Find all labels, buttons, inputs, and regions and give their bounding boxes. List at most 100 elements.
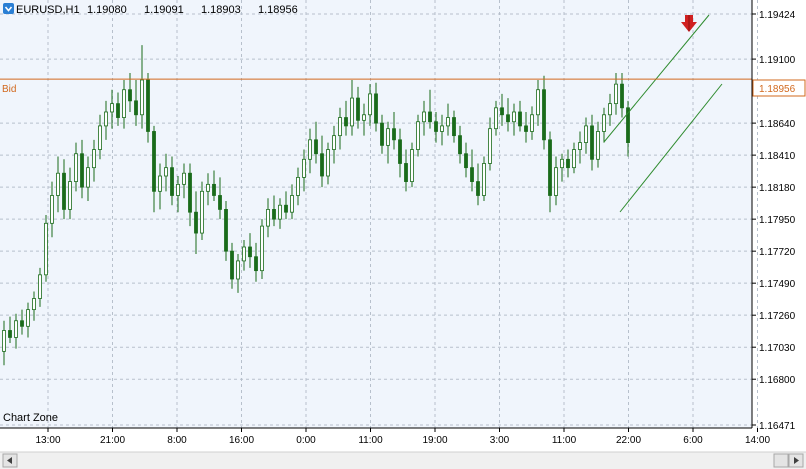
candle [398, 128, 402, 178]
trend-channel[interactable] [603, 14, 723, 213]
low-value: 1.18903 [201, 4, 241, 16]
candle-body [212, 183, 216, 196]
candle [602, 107, 606, 143]
time-tick-label: 21:00 [100, 435, 125, 446]
candle [536, 79, 540, 126]
time-tick-label: 8:00 [167, 435, 187, 446]
candle [170, 156, 174, 206]
channel-upper-line[interactable] [603, 14, 710, 143]
candle-body [62, 172, 66, 210]
candle [332, 125, 336, 164]
price-tick-label: 1.17260 [759, 311, 796, 322]
candle-body [194, 211, 198, 234]
candle-body [380, 122, 384, 146]
candle-body [578, 142, 582, 150]
candle [242, 240, 246, 271]
price-tick-label: 1.18640 [759, 119, 796, 130]
candle-body [266, 209, 270, 227]
candle-body [398, 139, 402, 164]
candle-body [230, 250, 234, 280]
channel-lower-line[interactable] [619, 83, 723, 213]
candle [38, 267, 42, 307]
candle [608, 93, 612, 126]
candle [422, 100, 426, 136]
bid-price-label: 1.18956 [759, 84, 796, 95]
chevron-right-icon [794, 457, 799, 464]
candle-body [80, 153, 84, 188]
plot-area[interactable] [0, 0, 752, 428]
candle-body [356, 97, 360, 121]
scroll-left-button[interactable] [2, 453, 18, 468]
candle-body [20, 320, 24, 327]
candle-body [614, 83, 618, 105]
candle-body [152, 131, 156, 192]
candle-body [158, 175, 162, 192]
candle-body [254, 256, 258, 272]
candle-body [518, 111, 522, 127]
scroll-right-button[interactable] [788, 453, 804, 468]
candle [380, 114, 384, 154]
candle-body [464, 153, 468, 169]
candle-body [548, 139, 552, 196]
candle [236, 253, 240, 293]
candle-body [410, 149, 414, 182]
candle-body [206, 183, 210, 192]
candle-body [434, 121, 438, 132]
candle [224, 201, 228, 261]
candle-body [620, 83, 624, 109]
candle [344, 100, 348, 136]
candle [554, 156, 558, 206]
candle-body [182, 172, 186, 185]
candle [326, 142, 330, 185]
candle-body [248, 246, 252, 258]
candle [230, 242, 234, 289]
scroll-thumb[interactable] [773, 453, 789, 468]
candle [200, 181, 204, 241]
candle [578, 131, 582, 164]
horizontal-scrollbar[interactable] [0, 451, 806, 469]
candle-body [296, 176, 300, 196]
candle-body [500, 107, 504, 116]
open-value: 1.19080 [87, 4, 127, 16]
candle-body [116, 103, 120, 118]
candle-body [386, 128, 390, 146]
candle-body [350, 97, 354, 127]
price-tick-label: 1.16800 [759, 375, 796, 386]
candle-body [482, 163, 486, 196]
candle [626, 100, 630, 157]
candle [110, 89, 114, 129]
candle-body [200, 190, 204, 234]
candle [74, 142, 78, 192]
candle [146, 73, 150, 143]
candle-body [596, 131, 600, 160]
candle [80, 139, 84, 199]
candle-body [362, 114, 366, 121]
candle [416, 114, 420, 157]
candle-body [488, 128, 492, 164]
price-tick-label: 1.17720 [759, 247, 796, 258]
candle-body [626, 107, 630, 144]
candle [182, 163, 186, 199]
candle [26, 302, 30, 338]
chevron-down-icon[interactable] [3, 3, 14, 14]
candle [218, 177, 222, 220]
candle [266, 198, 270, 238]
candle-body [452, 117, 456, 137]
candle [530, 106, 534, 140]
candle [56, 156, 60, 213]
candle [20, 309, 24, 335]
candle-body [122, 89, 126, 118]
candle-body [104, 111, 108, 127]
candle [68, 167, 72, 220]
candle-body [530, 114, 534, 132]
candle-body [554, 167, 558, 196]
candle-body [146, 79, 150, 132]
candle-body [320, 153, 324, 177]
candle-body [68, 181, 72, 210]
time-tick-label: 16:00 [229, 435, 254, 446]
candle-body [140, 79, 144, 116]
candle-body [404, 163, 408, 182]
candle-body [32, 298, 36, 311]
down-arrow-icon[interactable] [681, 15, 697, 32]
